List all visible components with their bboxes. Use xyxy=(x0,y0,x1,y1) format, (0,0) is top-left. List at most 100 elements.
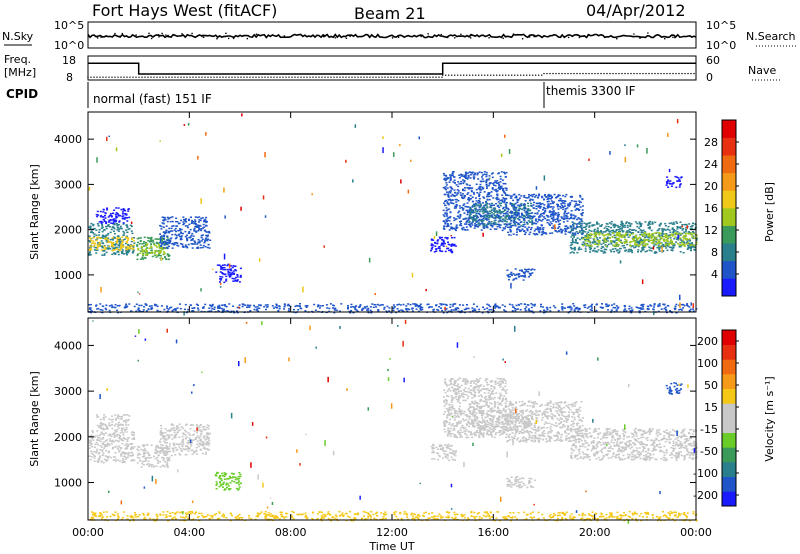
range-cell xyxy=(88,447,91,449)
range-cell xyxy=(683,223,686,226)
nave-point xyxy=(448,74,450,76)
range-cell xyxy=(168,258,170,261)
range-cell xyxy=(121,429,123,431)
range-cell xyxy=(162,241,165,243)
range-cell xyxy=(264,304,267,306)
range-cell xyxy=(453,195,456,198)
range-cell xyxy=(451,199,454,201)
range-cell xyxy=(442,214,445,216)
range-cell xyxy=(125,424,127,426)
range-cell xyxy=(518,208,521,210)
range-cell xyxy=(509,231,512,233)
range-cell xyxy=(582,241,585,243)
range-cell xyxy=(141,256,144,259)
range-cell xyxy=(583,244,586,246)
range-cell xyxy=(645,236,648,238)
nave-point xyxy=(405,76,407,78)
range-cell xyxy=(480,220,483,223)
range-cell xyxy=(141,462,144,465)
range-cell xyxy=(145,248,147,250)
range-cell xyxy=(102,229,105,231)
range-cell xyxy=(573,249,576,251)
range-cell xyxy=(130,221,133,224)
range-cell xyxy=(522,279,525,281)
range-cell xyxy=(597,231,600,233)
range-cell xyxy=(100,432,103,435)
range-cell xyxy=(130,225,133,228)
range-cell xyxy=(104,214,106,217)
range-cell xyxy=(96,210,99,213)
noise-trace-line xyxy=(87,33,697,39)
range-cell xyxy=(524,276,527,278)
colorbar-tick-label: 8 xyxy=(711,246,718,259)
range-cell xyxy=(499,199,502,202)
range-cell xyxy=(166,305,169,307)
range-cell xyxy=(150,246,153,248)
range-cell xyxy=(123,437,126,440)
range-cell xyxy=(573,305,576,307)
range-cell xyxy=(505,215,508,217)
range-cell xyxy=(402,303,405,306)
range-cell xyxy=(125,431,128,433)
range-cell xyxy=(228,268,231,271)
range-cell xyxy=(113,219,116,222)
range-cell xyxy=(583,304,586,307)
range-cell xyxy=(568,203,571,205)
range-cell xyxy=(105,227,108,230)
range-cell xyxy=(677,239,680,241)
range-cell xyxy=(109,238,112,241)
range-cell xyxy=(463,218,466,220)
range-cell xyxy=(503,201,506,204)
nave-point xyxy=(144,76,146,78)
range-cell xyxy=(493,219,496,222)
range-cell xyxy=(640,238,643,240)
range-cell xyxy=(177,245,180,247)
range-cell xyxy=(488,210,491,212)
range-cell xyxy=(486,307,489,309)
range-cell xyxy=(658,228,661,230)
range-cell xyxy=(619,230,622,233)
range-cell xyxy=(128,249,131,252)
range-cell xyxy=(163,243,165,245)
range-cell xyxy=(496,225,499,228)
range-cell xyxy=(504,134,506,138)
range-cell xyxy=(88,254,91,256)
range-cell xyxy=(198,241,201,244)
range-cell xyxy=(493,228,496,230)
range-cell xyxy=(527,226,530,228)
range-cell xyxy=(452,194,455,197)
range-cell xyxy=(116,238,119,240)
range-cell xyxy=(599,237,601,239)
range-cell xyxy=(616,232,619,234)
range-cell xyxy=(174,237,177,240)
range-cell xyxy=(518,193,521,196)
range-cell xyxy=(462,304,465,306)
range-cell xyxy=(162,222,165,225)
range-cell xyxy=(153,252,156,255)
range-cell xyxy=(472,174,475,176)
range-cell xyxy=(548,195,551,198)
range-cell xyxy=(90,222,93,225)
range-cell xyxy=(155,256,158,258)
range-cell xyxy=(598,240,601,242)
range-cell xyxy=(482,232,484,237)
range-cell xyxy=(605,225,608,228)
range-cell xyxy=(89,303,92,306)
range-cell xyxy=(137,308,140,311)
range-cell xyxy=(478,187,481,190)
range-cell xyxy=(647,224,650,226)
range-cell xyxy=(642,244,645,247)
range-cell xyxy=(566,207,569,209)
range-cell xyxy=(437,309,440,311)
range-cell xyxy=(107,442,110,445)
range-cell xyxy=(117,251,120,253)
range-cell xyxy=(211,308,214,310)
range-cell xyxy=(667,244,670,246)
range-cell xyxy=(637,237,640,240)
range-cell xyxy=(674,305,677,308)
range-cell xyxy=(516,218,519,220)
range-cell xyxy=(469,177,472,179)
range-cell xyxy=(112,219,115,222)
range-cell xyxy=(233,278,236,280)
range-cell xyxy=(446,187,449,189)
